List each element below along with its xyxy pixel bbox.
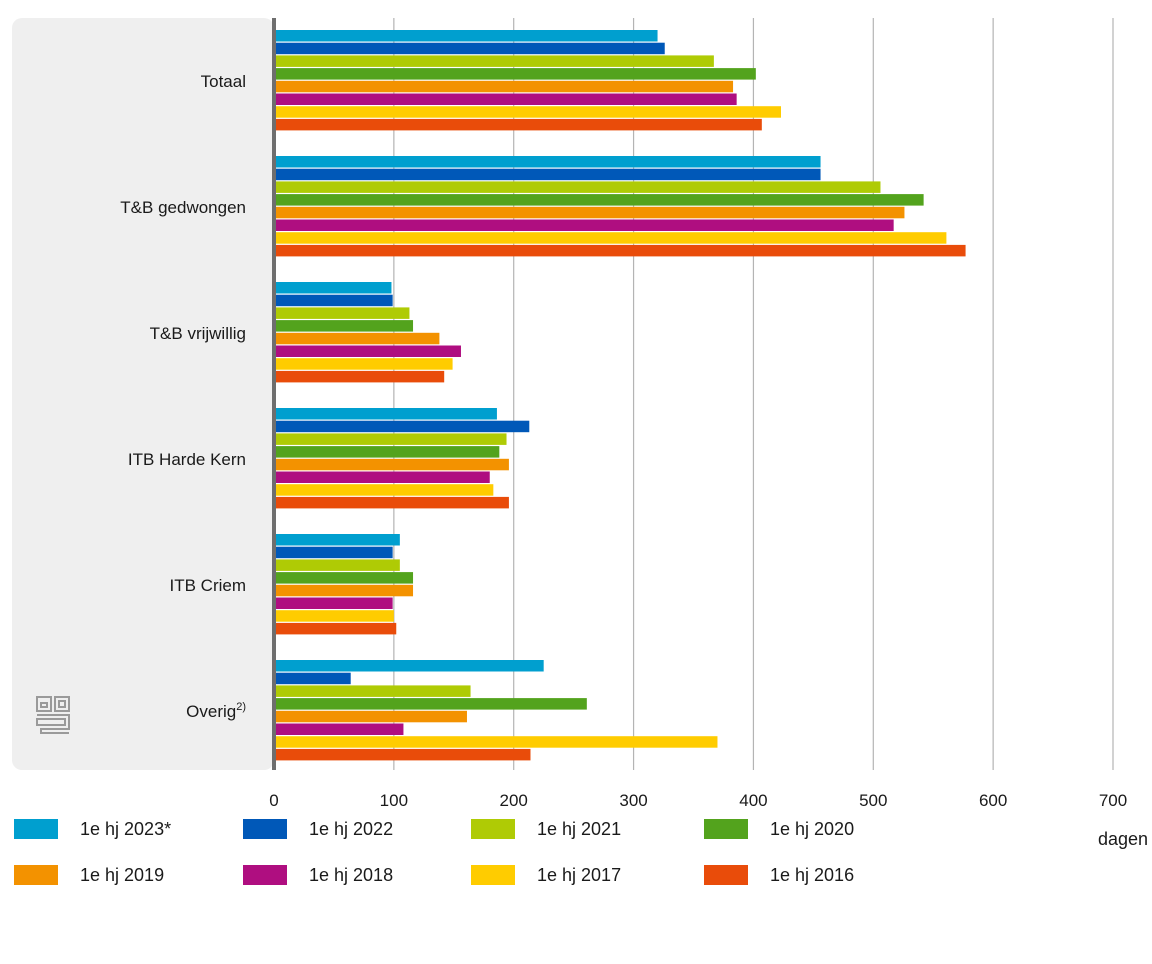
legend-item: 1e hj 2018 [243, 864, 393, 886]
footnote-marker: 2) [236, 701, 246, 713]
bar [274, 219, 894, 231]
bar [274, 496, 509, 509]
legend-swatch [14, 865, 58, 885]
category-label: T&B vrijwillig [150, 324, 246, 343]
legend-swatch [704, 865, 748, 885]
legend-item: 1e hj 2019 [14, 864, 164, 886]
bar [274, 194, 924, 206]
legend-label: 1e hj 2017 [537, 864, 622, 885]
bar [274, 458, 509, 471]
bar [274, 42, 665, 55]
legend-label: 1e hj 2018 [309, 864, 394, 885]
x-tick-label: 500 [859, 791, 887, 810]
bar [274, 672, 351, 685]
x-axis-unit: dagen [1098, 829, 1148, 849]
bar [274, 156, 821, 168]
bar [274, 420, 530, 433]
bar [274, 181, 881, 193]
bar [274, 232, 947, 244]
bar [274, 534, 400, 546]
legend-item: 1e hj 2017 [471, 864, 621, 886]
bar [274, 307, 410, 319]
bar [274, 118, 762, 131]
x-tick-label: 600 [979, 791, 1007, 810]
bar [274, 597, 393, 609]
bars [274, 30, 966, 761]
x-tick-label: 100 [380, 791, 408, 810]
bar [274, 55, 714, 67]
x-tick-labels: 0 100 200 300 400 500 600 700 [269, 791, 1127, 810]
bar [274, 320, 414, 332]
bar [274, 698, 587, 710]
legend-swatch [14, 819, 58, 839]
bar [274, 484, 494, 496]
category-label: Totaal [201, 72, 246, 91]
bar [274, 332, 440, 345]
gridlines [393, 18, 1114, 770]
x-tick-label: 400 [739, 791, 767, 810]
legend-item: 1e hj 2020 [704, 818, 854, 840]
legend-label: 1e hj 2021 [537, 818, 622, 839]
bar [274, 358, 453, 370]
bar [274, 710, 467, 723]
bar [274, 748, 531, 761]
legend-swatch [704, 819, 748, 839]
bar [274, 30, 658, 42]
legend-label: 1e hj 2019 [80, 864, 165, 885]
x-tick-label: 0 [269, 791, 278, 810]
bar [274, 93, 737, 105]
bar [274, 559, 400, 571]
bar [274, 572, 414, 584]
bar [274, 106, 781, 118]
bar [274, 206, 905, 219]
category-panel-background [12, 18, 274, 770]
bar [274, 736, 718, 748]
bar [274, 584, 414, 597]
category-label: ITB Harde Kern [128, 450, 246, 469]
bar [274, 244, 966, 257]
legend-item: 1e hj 2022 [243, 818, 393, 840]
bar [274, 68, 756, 80]
legend-swatch [243, 865, 287, 885]
x-tick-label: 200 [500, 791, 528, 810]
bar [274, 723, 404, 735]
x-tick-label: 300 [619, 791, 647, 810]
bar [274, 370, 445, 383]
bar [274, 345, 461, 357]
legend-label: 1e hj 2020 [770, 818, 855, 839]
cbs-logo-icon [36, 696, 70, 734]
bar [274, 433, 507, 445]
category-labels: Totaal T&B gedwongen T&B vrijwillig ITB Har… [120, 72, 246, 721]
legend-item: 1e hj 2016 [704, 864, 854, 886]
legend-swatch [243, 819, 287, 839]
bar [274, 282, 392, 294]
bar [274, 294, 393, 307]
legend-label: 1e hj 2016 [770, 864, 855, 885]
bar [274, 622, 397, 635]
bar [274, 546, 393, 559]
bar [274, 660, 544, 672]
x-tick-label: 700 [1099, 791, 1127, 810]
bar [274, 446, 500, 458]
category-label: T&B gedwongen [120, 198, 246, 217]
legend-label: 1e hj 2023* [80, 818, 172, 839]
bar [274, 685, 471, 697]
legend-swatch [471, 865, 515, 885]
legend-label: 1e hj 2022 [309, 818, 394, 839]
category-label: Overig2) [186, 701, 246, 721]
bar [274, 80, 734, 93]
bar [274, 408, 497, 420]
legend-item: 1e hj 2023* [14, 818, 171, 840]
category-label: ITB Criem [170, 576, 247, 595]
bar [274, 471, 490, 483]
bar [274, 168, 821, 181]
legend-item: 1e hj 2021 [471, 818, 621, 840]
bar [274, 610, 394, 622]
legend-swatch [471, 819, 515, 839]
